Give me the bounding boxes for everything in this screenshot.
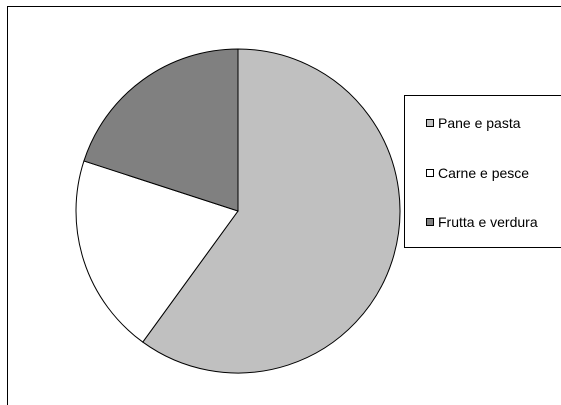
pie-slice-3 [83,48,239,212]
legend-label: Frutta e verdura [438,214,538,230]
legend-label: Carne e pesce [438,165,530,181]
legend-item: Carne e pesce [426,165,529,181]
legend-swatch [426,119,434,127]
legend-item: Pane e pasta [426,115,521,131]
legend-label: Pane e pasta [438,115,521,131]
legend-item: Frutta e verdura [426,214,538,230]
legend-swatch [426,169,434,177]
legend-swatch [426,218,434,226]
legend: Pane e pasta Carne e pesce Frutta e verd… [404,95,561,248]
pie-slice-2 [75,160,239,343]
pie-slice-1 [142,48,401,374]
